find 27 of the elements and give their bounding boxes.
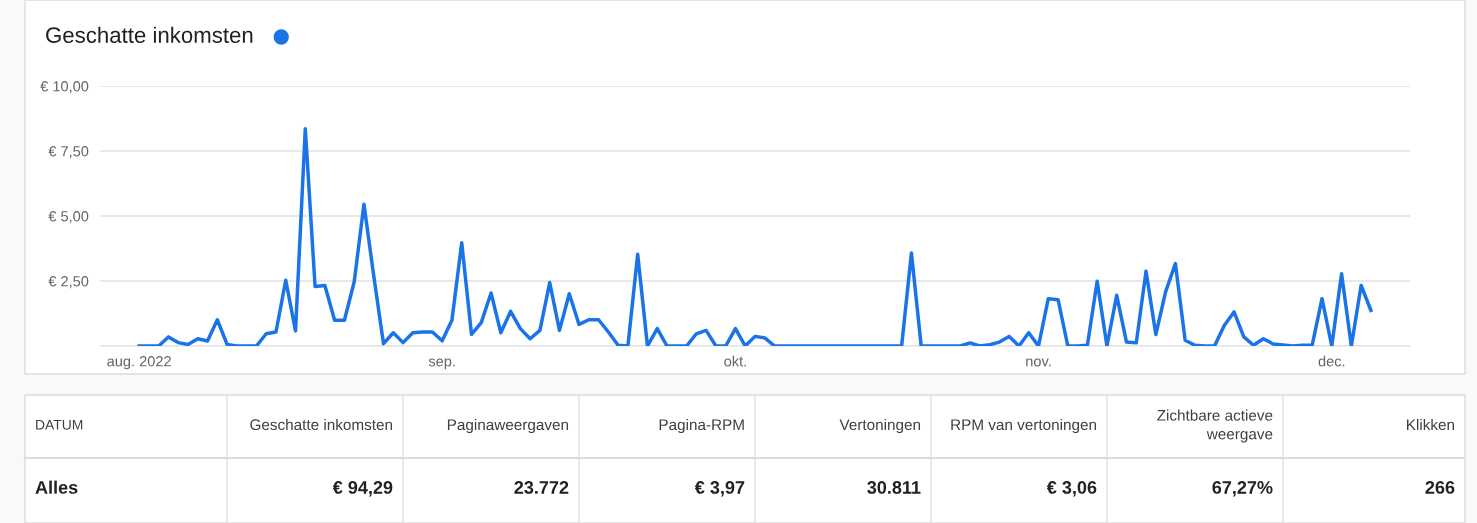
text: Pagina-RPM xyxy=(659,418,744,434)
text: RPM van vertoningen xyxy=(951,418,1097,434)
y-tick-label: € 5,00 xyxy=(48,211,89,224)
x-tick-label: sep. xyxy=(428,358,455,370)
text: Paginaweergaven xyxy=(447,418,569,434)
text: € 3,06 xyxy=(1046,481,1097,497)
x-tick-label: nov. xyxy=(1026,358,1051,367)
text: 67,27% xyxy=(1212,481,1273,497)
line-series xyxy=(137,126,1373,346)
text: Alles xyxy=(35,480,78,494)
text: 266 xyxy=(1425,481,1455,494)
x-tick-label: dec. xyxy=(1318,355,1345,367)
y-tick-label: € 2,50 xyxy=(48,276,89,289)
text: Zichtbare actieve weergave xyxy=(1157,409,1273,443)
text: Klikken xyxy=(1407,418,1455,431)
text: 23.772 xyxy=(514,481,569,494)
y-tick-label: € 10,00 xyxy=(40,81,89,94)
chart-title: Geschatte inkomsten xyxy=(46,26,253,43)
y-tick-label: € 7,50 xyxy=(48,146,89,159)
x-tick-label: aug. 2022 xyxy=(107,356,171,370)
text: Vertoningen xyxy=(839,418,921,434)
text: € 94,29 xyxy=(332,481,393,497)
x-tick-label: okt. xyxy=(724,355,746,367)
text: DATUM xyxy=(36,420,83,430)
text: € 3,97 xyxy=(694,481,745,497)
text: Geschatte inkomsten xyxy=(250,418,393,431)
text: 30.811 xyxy=(867,481,921,494)
